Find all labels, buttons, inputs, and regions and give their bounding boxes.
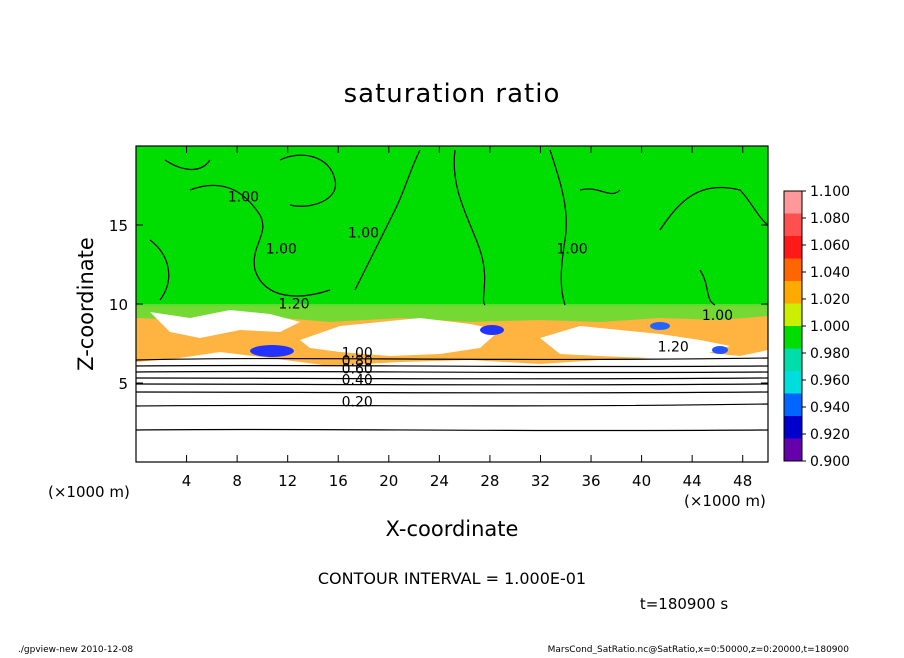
contour-lines-upper <box>149 149 769 306</box>
colorbar-label: 1.100 <box>810 184 850 200</box>
cloud-patch <box>300 318 500 356</box>
x-tick-label: 48 <box>733 472 752 490</box>
x-tick-label: 16 <box>329 472 348 490</box>
x-axis: 4 8 12 16 20 24 28 32 36 40 44 48 <box>182 146 752 490</box>
y-axis: 5 10 15 <box>109 217 768 393</box>
colorbar-label: 1.060 <box>810 238 850 254</box>
contour-label: 0.80 <box>342 354 373 370</box>
contour-label: 1.00 <box>702 308 733 324</box>
x-tick-label: 4 <box>182 472 192 490</box>
y-tick-label: 10 <box>109 296 128 314</box>
x-tick-label: 8 <box>232 472 242 490</box>
contour-label: 1.00 <box>228 189 259 205</box>
colorbar-swatch <box>784 303 802 327</box>
footer-right: MarsCond_SatRatio.nc@SatRatio,x=0:50000,… <box>548 645 850 654</box>
contour-label: 1.00 <box>556 241 587 257</box>
colorbar-swatch <box>784 348 802 372</box>
colorbar-label: 1.040 <box>810 265 850 281</box>
x-tick-label: 28 <box>480 472 499 490</box>
contour-label: 1.20 <box>658 339 689 355</box>
colorbar-swatch <box>784 416 802 439</box>
x-tick-label: 40 <box>632 472 651 490</box>
x-axis-label: X-coordinate <box>386 517 519 541</box>
cloud-patch <box>540 326 730 358</box>
cloud-layer-green <box>136 304 768 322</box>
colorbar-label: 0.920 <box>810 427 850 443</box>
colorbar-swatch <box>784 281 802 304</box>
dry-patch <box>712 346 728 354</box>
contour-label: 1.00 <box>348 226 379 242</box>
colorbar-label: 0.960 <box>810 373 850 389</box>
dry-patch <box>650 322 670 330</box>
colorbar-label: 1.000 <box>810 319 850 335</box>
colorbar-label: 0.940 <box>810 400 850 416</box>
contour-label: 0.20 <box>342 395 373 411</box>
chart-title: saturation ratio <box>344 79 561 109</box>
colorbar-swatch <box>784 236 802 259</box>
footer-left: ./gpview-new 2010-12-08 <box>18 645 133 654</box>
x-tick-label: 24 <box>430 472 449 490</box>
dry-patch <box>480 325 504 335</box>
time-label: t=180900 s <box>640 595 728 613</box>
x-tick-label: 12 <box>278 472 297 490</box>
contour-label: 0.60 <box>342 362 373 378</box>
y-axis-label: Z-coordinate <box>74 237 98 371</box>
contour-interval: CONTOUR INTERVAL = 1.000E-01 <box>318 569 586 588</box>
y-tick-label: 15 <box>109 217 128 235</box>
colorbar: 1.100 1.080 1.060 1.040 1.020 1.000 0.980 0.960… <box>783 184 850 470</box>
colorbar-swatch <box>784 438 802 462</box>
contour-label: 1.20 <box>278 297 309 313</box>
colorbar-swatch <box>784 213 802 237</box>
x-tick-label: 32 <box>531 472 550 490</box>
saturated-region <box>136 146 768 306</box>
colorbar-label: 0.900 <box>810 454 850 470</box>
x-tick-label: 44 <box>683 472 702 490</box>
contour-label: 1.00 <box>266 241 297 257</box>
dry-patch <box>250 345 294 357</box>
x-unit-label-left: (×1000 m) <box>48 483 130 501</box>
plot-area: 1.001.001.001.001.001.201.201.000.800.60… <box>135 145 769 463</box>
y-tick-label: 5 <box>118 375 128 393</box>
colorbar-swatch <box>784 393 802 417</box>
contour-label: 0.40 <box>342 373 373 389</box>
x-unit-label-right: (×1000 m) <box>684 492 766 510</box>
colorbar-swatch <box>784 371 802 394</box>
colorbar-label: 1.020 <box>810 292 850 308</box>
contour-labels: 1.001.001.001.001.001.201.201.000.800.60… <box>228 189 733 410</box>
colorbar-swatch <box>784 326 802 349</box>
colorbar-swatch <box>784 191 802 214</box>
x-tick-label: 20 <box>379 472 398 490</box>
colorbar-label: 1.080 <box>810 211 850 227</box>
contour-label: 1.00 <box>342 346 373 362</box>
cloud-patch <box>150 310 300 338</box>
contour-lines-lower <box>135 357 769 432</box>
colorbar-swatch <box>784 258 802 282</box>
colorbar-label: 0.980 <box>810 346 850 362</box>
x-tick-label: 36 <box>581 472 600 490</box>
